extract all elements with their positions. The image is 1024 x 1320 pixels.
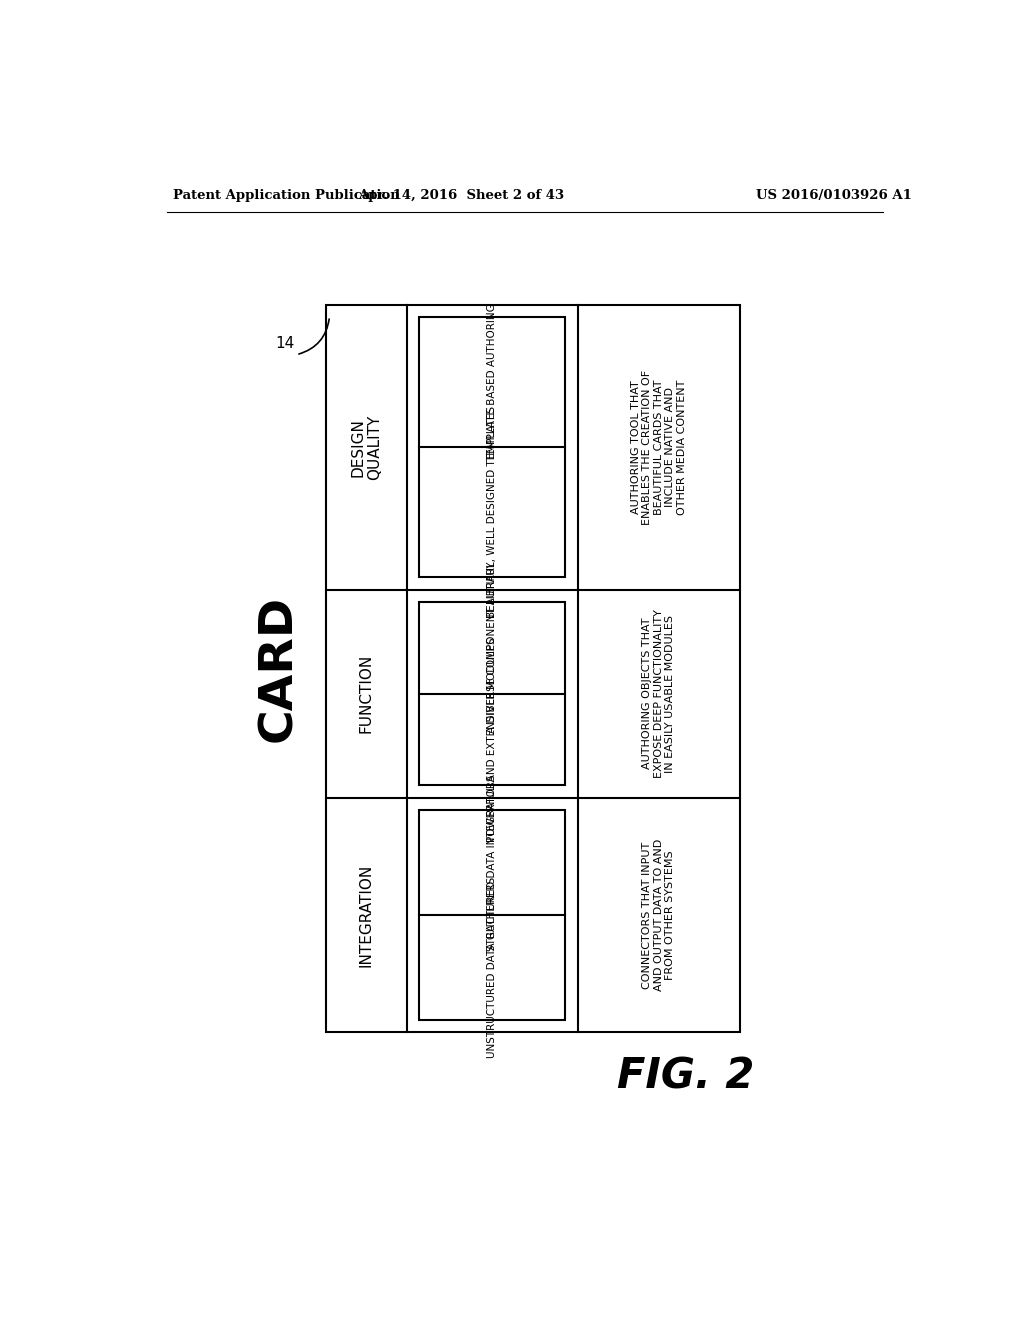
Text: AUTHORING TOOL THAT
ENABLES THE CREATION OF
BEAUTIFUL CARDS THAT
INCLUDE NATIVE : AUTHORING TOOL THAT ENABLES THE CREATION… <box>631 370 687 525</box>
Text: 14: 14 <box>275 335 295 351</box>
Text: CONNECTORS THAT INPUT
AND OUTPUT DATA TO AND
FROM OTHER SYSTEMS: CONNECTORS THAT INPUT AND OUTPUT DATA TO… <box>642 838 676 991</box>
Text: FIG. 2: FIG. 2 <box>617 1055 755 1097</box>
Text: US 2016/0103926 A1: US 2016/0103926 A1 <box>756 189 911 202</box>
Text: CARD: CARD <box>257 595 302 742</box>
Text: A DIVERSE COMPONENT LIBRARY: A DIVERSE COMPONENT LIBRARY <box>487 562 498 734</box>
Bar <box>420 317 565 577</box>
Text: INTEGRATION: INTEGRATION <box>358 863 374 966</box>
Bar <box>420 810 565 1020</box>
Text: Apr. 14, 2016  Sheet 2 of 43: Apr. 14, 2016 Sheet 2 of 43 <box>358 189 564 202</box>
Bar <box>420 602 565 785</box>
Text: TEMPLATE BASED AUTHORING: TEMPLATE BASED AUTHORING <box>487 304 498 461</box>
Text: STRUCTURED DATA INTEGRATORS: STRUCTURED DATA INTEGRATORS <box>487 774 498 950</box>
Text: AUTHORING OBJECTS THAT
EXPOSE DEEP FUNCTIONALITY
IN EASILY USABLE MODULES: AUTHORING OBJECTS THAT EXPOSE DEEP FUNCT… <box>642 609 676 777</box>
Text: Patent Application Publication: Patent Application Publication <box>173 189 399 202</box>
Text: DESIGN
QUALITY: DESIGN QUALITY <box>350 414 383 479</box>
Bar <box>326 305 740 1032</box>
Text: FUNCTION: FUNCTION <box>358 653 374 733</box>
Text: BEAUTIFUL, WELL DESIGNED TEMPLATES: BEAUTIFUL, WELL DESIGNED TEMPLATES <box>487 407 498 618</box>
Text: UNSTRUCTURED DATA GATHERERS: UNSTRUCTURED DATA GATHERERS <box>487 876 498 1059</box>
Text: POWERFUL AND EXTENSIBLE MODULES: POWERFUL AND EXTENSIBLE MODULES <box>487 638 498 842</box>
